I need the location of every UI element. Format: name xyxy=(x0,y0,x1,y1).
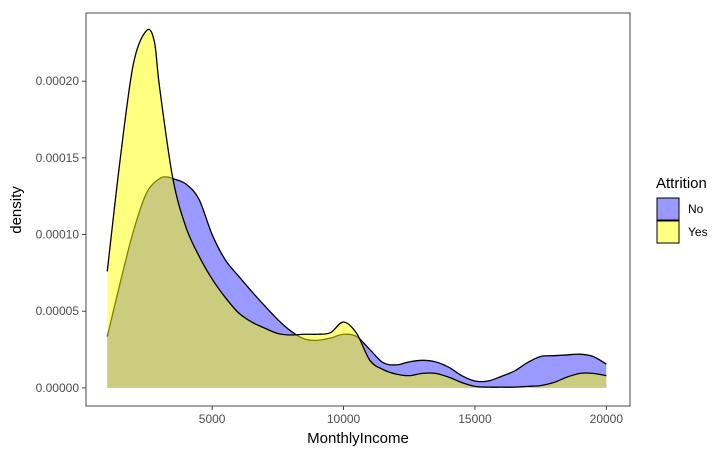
plot-area xyxy=(85,12,631,407)
legend-key-yes xyxy=(656,220,680,244)
y-tick-label: 0.00015 xyxy=(36,151,80,165)
y-axis-title: density xyxy=(8,186,25,234)
x-tick-label: 15000 xyxy=(458,412,492,426)
y-axis: 0.00000 0.00005 0.00010 0.00015 0.00020 xyxy=(36,74,86,395)
x-tick-label: 5000 xyxy=(199,412,226,426)
plot-panel-border xyxy=(85,12,631,407)
x-axis-title: MonthlyIncome xyxy=(307,430,409,447)
legend-key-no xyxy=(656,197,680,221)
density-areas xyxy=(106,28,607,388)
legend-title: Attrition xyxy=(656,175,707,192)
x-tick-label: 10000 xyxy=(327,412,361,426)
x-axis: 5000 10000 15000 20000 xyxy=(199,406,624,426)
density-area-yes xyxy=(107,29,607,388)
y-tick-label: 0.00000 xyxy=(36,381,80,395)
legend: Attrition No Yes xyxy=(656,175,708,244)
y-tick-label: 0.00010 xyxy=(36,228,80,242)
legend-label-yes: Yes xyxy=(688,225,708,239)
legend-label-no: No xyxy=(688,202,704,216)
density-line-yes xyxy=(106,28,607,388)
y-tick-label: 0.00005 xyxy=(36,304,80,318)
y-tick-label: 0.00020 xyxy=(36,74,80,88)
x-tick-label: 20000 xyxy=(590,412,624,426)
